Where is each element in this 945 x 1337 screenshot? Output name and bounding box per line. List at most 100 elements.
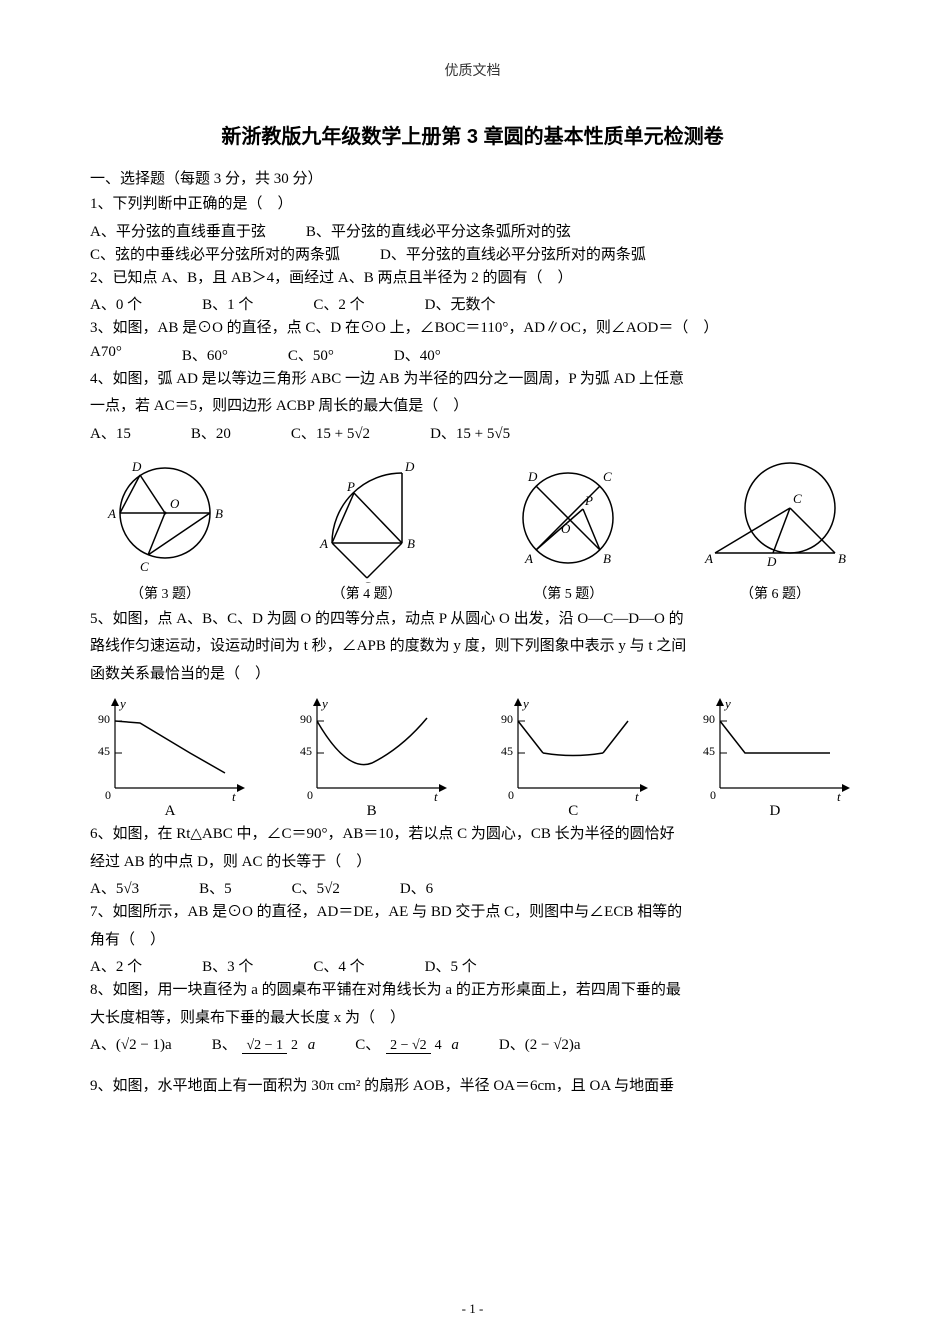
q8-line1: 8、如图，用一块直径为 a 的圆桌布平铺在对角线长为 a 的正方形桌面上，若四周… [90,978,855,1004]
svg-text:t: t [434,789,438,803]
q8-opt-c: C、 2 − √24 a [355,1033,459,1054]
q7-opt-c: C、4 个 [313,955,364,976]
svg-text:D: D [404,459,415,474]
q7-opt-d: D、5 个 [425,955,477,976]
q1-opt-c: C、弦的中垂线必平分弦所对的两条弧 [90,243,340,264]
svg-text:t: t [232,789,236,803]
q2-opt-a: A、0 个 [90,293,142,314]
q6-line2: 经过 AB 的中点 D，则 AC 的长等于（ ） [90,850,855,876]
svg-text:A: A [704,551,713,566]
q7-line2: 角有（ ） [90,928,855,954]
q1-opt-b: B、平分弦的直线必平分这条弧所对的弦 [306,220,571,241]
graph-b: 90 45 0 y t [292,693,452,803]
svg-text:D: D [527,469,538,484]
svg-text:C: C [793,491,802,506]
svg-text:P: P [584,493,593,508]
svg-text:y: y [118,696,126,711]
figure-q6: A B C D [695,453,855,583]
page-title: 新浙教版九年级数学上册第 3 章圆的基本性质单元检测卷 [90,120,855,149]
q3-opt-c: C、50° [288,344,334,365]
q4-line2: 一点，若 AC＝5，则四边形 ACBP 周长的最大值是（ ） [90,394,855,420]
svg-text:45: 45 [300,744,312,758]
svg-text:P: P [346,479,355,494]
svg-text:45: 45 [703,744,715,758]
svg-text:O: O [561,521,571,536]
svg-text:y: y [320,696,328,711]
q4-line1: 4、如图，弧 AD 是以等边三角形 ABC 一边 AB 为半径的四分之一圆周，P… [90,367,855,393]
svg-text:B: B [838,551,846,566]
q6-opt-c: C、5√2 [292,877,340,898]
q1-text: 1、下列判断中正确的是（ ） [90,192,855,218]
q6-line1: 6、如图，在 Rt△ABC 中，∠C＝90°，AB＝10，若以点 C 为圆心，C… [90,822,855,848]
svg-text:C: C [140,559,149,574]
q1-opt-d: D、平分弦的直线必平分弦所对的两条弧 [380,243,646,264]
graph-a: 90 45 0 y t [90,693,250,803]
svg-text:O: O [170,496,180,511]
svg-text:C: C [603,469,612,484]
svg-text:90: 90 [703,712,715,726]
q3-text: 3、如图，AB 是⊙O 的直径，点 C、D 在⊙O 上，∠BOC＝110°，AD… [90,316,855,342]
q4-opt-b: B、20 [191,422,231,443]
svg-text:B: B [407,536,415,551]
svg-text:A: A [524,551,533,566]
doc-header: 优质文档 [90,60,855,80]
q8-opt-b: B、 √2 − 12 a [212,1033,316,1054]
q5-opt-d: D [695,803,855,820]
fig6-label: （第 6 题） [695,583,855,603]
svg-text:A: A [319,536,328,551]
q4-opt-d: D、15 + 5√5 [430,422,510,443]
q5-line1: 5、如图，点 A、B、C、D 为圆 O 的四等分点，动点 P 从圆心 O 出发，… [90,607,855,633]
figure-q4: D P A B C [292,453,442,583]
q5-graph-row: 90 45 0 y t A 90 45 0 y t [90,693,855,820]
svg-text:0: 0 [105,788,111,802]
q8-opt-a: A、(√2 − 1)a [90,1033,172,1054]
svg-text:90: 90 [300,712,312,726]
q4-opt-a: A、15 [90,422,131,443]
fig5-label: （第 5 题） [493,583,643,603]
page-number: - 1 - [0,1301,945,1317]
fig3-label: （第 3 题） [90,583,240,603]
svg-text:45: 45 [98,744,110,758]
q5-opt-a: A [90,803,250,820]
q4-opt-c: C、15 + 5√2 [291,422,370,443]
figure-row-1: D A O B C （第 3 题） D P A B [90,453,855,603]
q5-opt-b: B [292,803,452,820]
figure-q3: D A O B C [90,453,240,583]
svg-text:B: B [215,506,223,521]
q2-opt-b: B、1 个 [202,293,253,314]
svg-text:45: 45 [501,744,513,758]
q3-opt-a: A70° [90,344,122,365]
svg-text:90: 90 [501,712,513,726]
graph-c: 90 45 0 y t [493,693,653,803]
q3-opt-d: D、40° [394,344,441,365]
q2-opt-d: D、无数个 [425,293,496,314]
svg-text:0: 0 [710,788,716,802]
svg-text:0: 0 [307,788,313,802]
q7-line1: 7、如图所示，AB 是⊙O 的直径，AD＝DE，AE 与 BD 交于点 C，则图… [90,900,855,926]
svg-text:t: t [635,789,639,803]
q8-opt-d: D、(2 − √2)a [499,1033,581,1054]
svg-text:D: D [131,459,142,474]
q6-opt-d: D、6 [400,877,433,898]
q5-opt-c: C [493,803,653,820]
q1-opt-a: A、平分弦的直线垂直于弦 [90,220,266,241]
svg-text:C: C [362,579,371,583]
fig4-label: （第 4 题） [292,583,442,603]
q2-text: 2、已知点 A、B，且 AB＞4，画经过 A、B 两点且半径为 2 的圆有（ ） [90,266,855,292]
section-1-heading: 一、选择题（每题 3 分，共 30 分） [90,167,855,188]
svg-text:90: 90 [98,712,110,726]
q7-opt-a: A、2 个 [90,955,142,976]
graph-d: 90 45 0 y t [695,693,855,803]
svg-text:A: A [107,506,116,521]
svg-text:B: B [603,551,611,566]
q6-opt-b: B、5 [199,877,232,898]
q9-text: 9、如图，水平地面上有一面积为 30π cm² 的扇形 AOB，半径 OA＝6c… [90,1074,855,1100]
svg-text:D: D [766,554,777,569]
q5-line2: 路线作匀速运动，设运动时间为 t 秒，∠APB 的度数为 y 度，则下列图象中表… [90,634,855,660]
svg-text:t: t [837,789,841,803]
svg-text:y: y [723,696,731,711]
q7-opt-b: B、3 个 [202,955,253,976]
q2-opt-c: C、2 个 [313,293,364,314]
q5-line3: 函数关系最恰当的是（ ） [90,662,855,688]
svg-text:y: y [521,696,529,711]
